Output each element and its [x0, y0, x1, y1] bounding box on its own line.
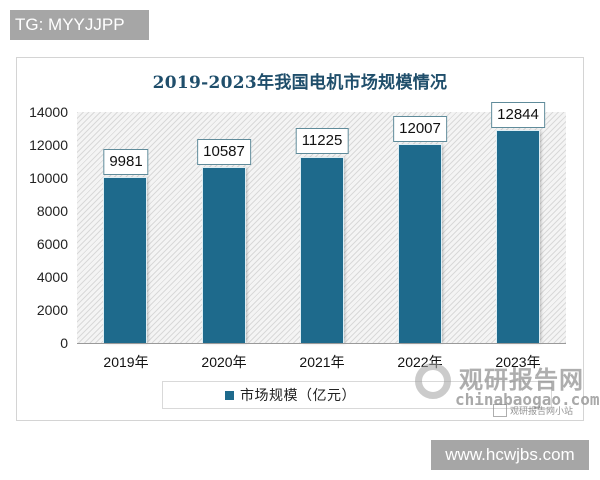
x-tick-2020: 2020年 [201, 354, 247, 370]
y-tick-8000: 8000 [36, 203, 68, 219]
y-tick-2000: 2000 [36, 302, 68, 318]
legend-label: 市场规模（亿元） [240, 388, 356, 404]
data-label-2022: 12007 [393, 116, 447, 142]
url-watermark-badge: www.hcwjbs.com [431, 440, 589, 470]
data-label-2020: 10587 [197, 139, 251, 165]
x-axis-line [77, 343, 566, 344]
y-tick-6000: 6000 [36, 236, 68, 252]
chart-legend: 市场规模（亿元） [162, 381, 552, 409]
tg-watermark-badge: TG: MYYJJPP [10, 10, 149, 40]
x-tick-2023: 2023年 [495, 354, 541, 370]
y-tick-10000: 10000 [29, 170, 68, 186]
data-label-2023: 12844 [491, 102, 545, 128]
data-label-2019: 9981 [103, 149, 149, 175]
x-tick-2022: 2022年 [397, 354, 443, 370]
legend-swatch-icon [225, 390, 234, 400]
data-label-2021: 11225 [295, 128, 349, 154]
y-tick-0: 0 [60, 335, 68, 351]
x-tick-2019: 2019年 [103, 354, 149, 370]
bar-2019 [104, 178, 146, 343]
bar-2023 [497, 131, 539, 343]
x-tick-2021: 2021年 [299, 354, 345, 370]
bar-2022 [399, 145, 441, 343]
y-tick-4000: 4000 [36, 269, 68, 285]
chart-title: 2019-2023年我国电机市场规模情况 [152, 73, 448, 93]
bar-2020 [203, 168, 245, 343]
y-tick-14000: 14000 [29, 104, 68, 120]
bar-2021 [301, 158, 343, 343]
y-tick-12000: 12000 [29, 137, 68, 153]
